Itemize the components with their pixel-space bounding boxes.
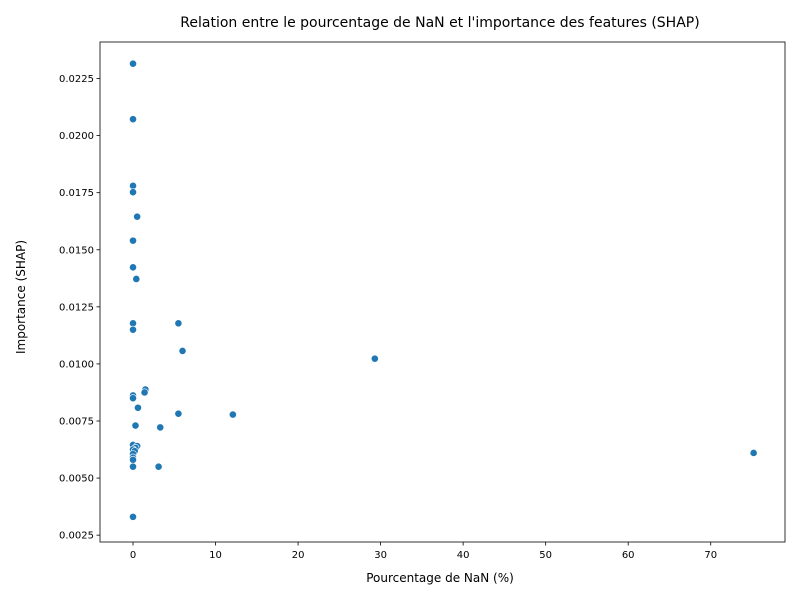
scatter-point bbox=[129, 59, 137, 68]
scatter-point bbox=[132, 275, 141, 283]
y-tick-label: 0.0225 bbox=[59, 74, 94, 85]
y-tick-label: 0.0100 bbox=[59, 359, 94, 370]
y-tick-label: 0.0025 bbox=[59, 531, 94, 542]
scatter-point bbox=[131, 421, 140, 430]
data-points bbox=[129, 59, 758, 521]
scatter-point bbox=[156, 423, 165, 432]
scatter-point bbox=[370, 354, 379, 363]
y-axis-label: Importance (SHAP) bbox=[14, 240, 28, 354]
x-tick-label: 60 bbox=[622, 550, 635, 561]
x-tick-label: 20 bbox=[292, 550, 305, 561]
y-tick-label: 0.0075 bbox=[59, 416, 94, 427]
x-axis-ticks: 0 10 20 30 40 50 60 70 bbox=[130, 542, 717, 561]
scatter-point bbox=[129, 512, 137, 521]
x-tick-label: 70 bbox=[704, 550, 717, 561]
scatter-point bbox=[129, 455, 137, 464]
x-tick-label: 0 bbox=[130, 550, 136, 561]
scatter-point bbox=[129, 394, 137, 403]
scatter-point bbox=[133, 212, 142, 221]
x-tick-label: 30 bbox=[374, 550, 387, 561]
y-tick-label: 0.0175 bbox=[59, 188, 94, 199]
scatter-point bbox=[174, 409, 183, 418]
y-tick-label: 0.0150 bbox=[59, 245, 94, 256]
scatter-point bbox=[749, 449, 758, 457]
scatter-point bbox=[140, 388, 149, 397]
scatter-point bbox=[129, 325, 137, 334]
scatter-point bbox=[129, 188, 137, 197]
scatter-point bbox=[129, 115, 137, 124]
scatter-point bbox=[129, 236, 137, 245]
plot-area bbox=[99, 41, 786, 543]
y-tick-label: 0.0050 bbox=[59, 474, 94, 485]
scatter-point bbox=[154, 462, 163, 471]
scatter-point bbox=[129, 263, 137, 272]
scatter-point bbox=[174, 319, 183, 328]
y-axis-ticks: 0.0025 0.0050 0.0075 0.0100 0.0125 0.0150 0.01… bbox=[59, 74, 100, 542]
scatter-point bbox=[134, 403, 142, 412]
x-axis-label: Pourcentage de NaN (%) bbox=[366, 571, 514, 585]
x-tick-label: 10 bbox=[209, 550, 222, 561]
scatter-point bbox=[178, 347, 187, 355]
chart-title: Relation entre le pourcentage de NaN et … bbox=[180, 15, 699, 31]
y-tick-label: 0.0200 bbox=[59, 131, 94, 142]
axes-frame bbox=[99, 41, 786, 543]
y-tick-label: 0.0125 bbox=[59, 302, 94, 313]
scatter-point bbox=[129, 462, 137, 471]
x-tick-label: 50 bbox=[539, 550, 552, 561]
scatter-point bbox=[228, 410, 237, 419]
x-tick-label: 40 bbox=[457, 550, 470, 561]
